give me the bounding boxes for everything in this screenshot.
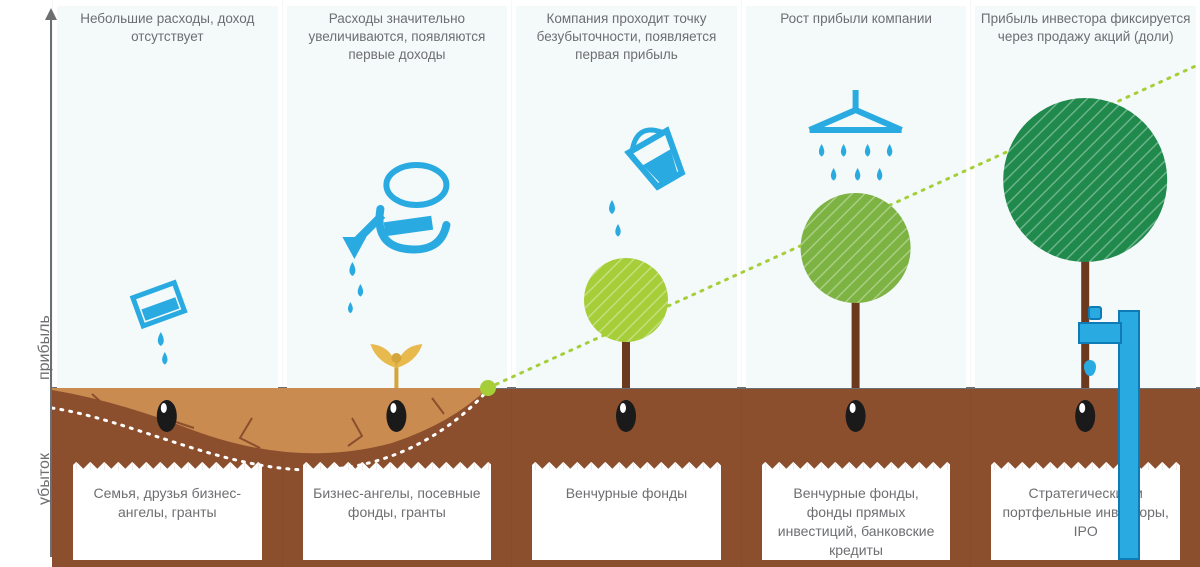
stage-2: Расходы значительно увеличиваются, появл… (282, 0, 512, 567)
stage-bg (57, 6, 278, 388)
stage-5: Прибыль инвестора фиксируется через прод… (970, 0, 1200, 567)
investor-box: Стратегические и портфельные инвесторы, … (991, 470, 1180, 560)
stage-caption: Компания проходит точку безубыточности, … (520, 10, 733, 65)
stage-caption: Рост прибыли компании (750, 10, 963, 28)
investor-box: Венчурные фонды (532, 470, 721, 560)
stage-3: Компания проходит точку безубыточности, … (511, 0, 741, 567)
stage-caption: Небольшие расходы, доход отсутствует (61, 10, 274, 46)
faucet-pipe-horizontal (1078, 322, 1122, 344)
stage-4: Рост прибыли компании Венчурные фонды, ф… (741, 0, 971, 567)
stages-row: Небольшие расходы, доход отсутствует Сем… (52, 0, 1200, 567)
stage-1: Небольшие расходы, доход отсутствует Сем… (52, 0, 282, 567)
stage-bg (746, 6, 967, 388)
investor-box: Бизнес-ангелы, посевные фонды, гранты (303, 470, 492, 560)
stage-caption: Расходы значительно увеличиваются, появл… (291, 10, 504, 65)
investor-box: Венчурные фонды, фонды прямых инвестиций… (762, 470, 951, 560)
faucet-knob (1088, 306, 1102, 320)
faucet-pipe-vertical (1118, 310, 1140, 560)
stage-caption: Прибыль инвестора фиксируется через прод… (979, 10, 1192, 46)
investor-box: Семья, друзья бизнес-ангелы, гранты (73, 470, 262, 560)
